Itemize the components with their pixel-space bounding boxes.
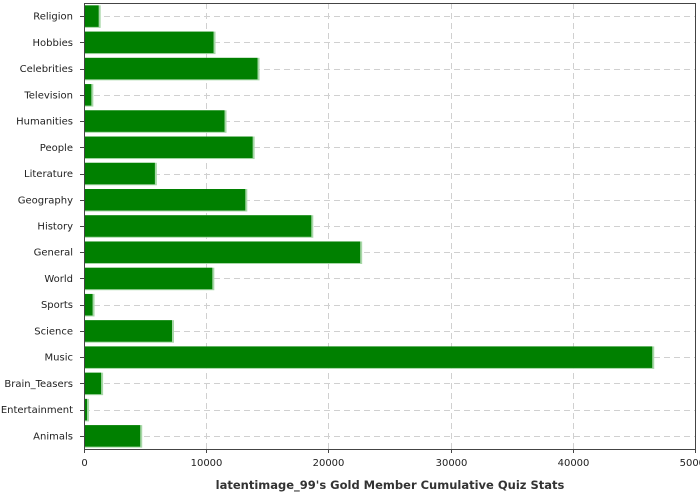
bar-literature	[85, 162, 155, 185]
category-label: Humanities	[16, 117, 73, 128]
bar-humanities	[85, 110, 225, 132]
category-label: Literature	[24, 169, 73, 180]
x-tick-label: 10000	[191, 458, 223, 469]
bar-world	[85, 267, 213, 290]
bar-sports	[85, 293, 93, 316]
x-axis-title: latentimage_99's Gold Member Cumulative …	[216, 478, 565, 493]
category-label: Entertainment	[1, 405, 73, 416]
x-tick-label: 0	[81, 458, 87, 469]
category-label: Television	[23, 90, 73, 101]
bar-brain-teasers	[85, 372, 102, 395]
bar-people	[85, 136, 253, 159]
category-label: Music	[45, 353, 73, 364]
bar-religion	[85, 5, 99, 27]
x-tick-label: 50000	[680, 458, 700, 469]
plot-frame	[84, 3, 696, 450]
x-tick-labels: 0 10000 20000 30000 40000 50000	[81, 449, 700, 469]
category-label: Science	[34, 326, 73, 337]
category-label: Sports	[41, 300, 73, 311]
category-labels: Religion Hobbies Celebrities Television Huma…	[1, 12, 84, 442]
bar-history	[85, 215, 312, 237]
x-tick-label: 20000	[313, 458, 345, 469]
bar-animals	[85, 425, 141, 447]
category-label: Celebrities	[20, 64, 73, 75]
bar-general	[85, 241, 361, 263]
category-label: World	[44, 274, 73, 285]
category-label: General	[34, 248, 73, 259]
bar-hobbies	[85, 31, 214, 54]
bar-celebrities	[85, 57, 258, 80]
x-tick-label: 40000	[558, 458, 590, 469]
category-label: Geography	[18, 195, 73, 206]
axes	[84, 3, 696, 450]
category-label: Religion	[33, 12, 73, 23]
bar-geography	[85, 189, 246, 211]
bar-entertainment	[85, 398, 88, 421]
bar-music	[85, 346, 653, 368]
category-label: History	[37, 222, 73, 233]
category-label: Animals	[33, 431, 73, 442]
bar-television	[85, 84, 92, 106]
category-label: Hobbies	[33, 38, 73, 49]
bars	[85, 5, 655, 448]
bar-science	[85, 320, 172, 342]
category-label: People	[40, 143, 73, 154]
category-label: Brain_Teasers	[4, 379, 73, 390]
x-tick-label: 30000	[436, 458, 468, 469]
